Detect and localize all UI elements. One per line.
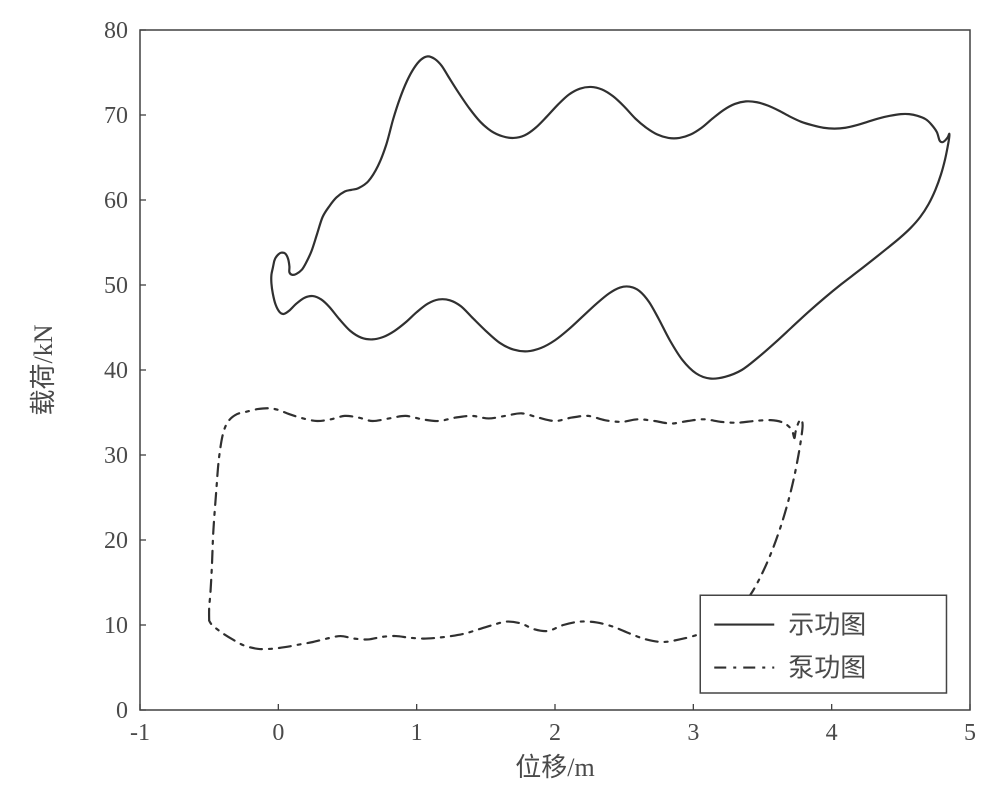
x-tick-label: 4: [826, 720, 838, 746]
y-axis-label: 载荷/kN: [29, 324, 58, 415]
x-tick-label: 2: [549, 720, 561, 746]
legend-label-0: 示功图: [788, 611, 866, 640]
x-axis-label: 位移/m: [515, 753, 594, 782]
y-tick-label: 0: [116, 698, 128, 724]
y-tick-label: 50: [104, 273, 128, 299]
x-tick-label: 3: [687, 720, 699, 746]
x-tick-label: 5: [964, 720, 976, 746]
x-tick-label: 0: [272, 720, 284, 746]
y-tick-label: 30: [104, 443, 128, 469]
legend-label-1: 泵功图: [788, 654, 866, 683]
y-tick-label: 20: [104, 528, 128, 554]
line-chart: -101234501020304050607080位移/m载荷/kN示功图泵功图: [0, 0, 1000, 801]
y-tick-label: 70: [104, 103, 128, 129]
y-tick-label: 10: [104, 613, 128, 639]
y-tick-label: 80: [104, 18, 128, 44]
legend: 示功图泵功图: [700, 595, 946, 693]
x-tick-label: -1: [130, 720, 150, 746]
chart-container: -101234501020304050607080位移/m载荷/kN示功图泵功图: [0, 0, 1000, 801]
y-tick-label: 60: [104, 188, 128, 214]
y-tick-label: 40: [104, 358, 128, 384]
x-tick-label: 1: [411, 720, 423, 746]
